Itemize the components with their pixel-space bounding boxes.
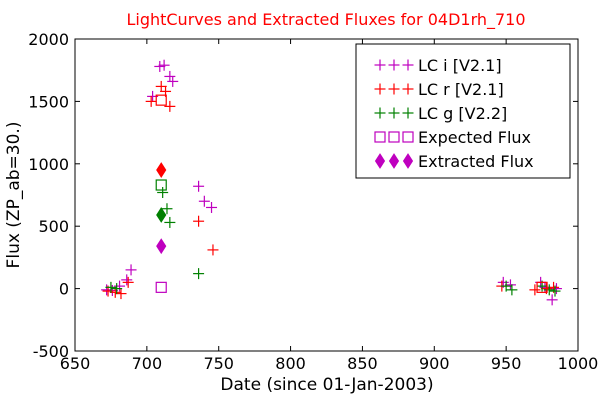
data-point <box>193 215 205 227</box>
y-tick-label: 1000 <box>28 155 69 174</box>
x-tick-label: 950 <box>491 354 522 373</box>
legend-entry: LC i [V2.1] <box>374 56 502 75</box>
legend-box <box>355 43 571 179</box>
legend-marker <box>402 107 414 119</box>
x-axis: 650 700 750 800 850 900 950 1000 <box>60 39 599 373</box>
legend-marker <box>388 107 400 119</box>
data-point <box>122 276 134 288</box>
data-point <box>155 80 167 92</box>
legend-marker <box>374 107 386 119</box>
y-tick-label: -500 <box>33 342 69 361</box>
legend-marker <box>402 153 414 169</box>
data-point <box>543 284 555 296</box>
data-marks <box>101 59 562 306</box>
data-point <box>206 201 218 213</box>
data-point <box>156 207 167 223</box>
legend-marker <box>374 59 386 71</box>
series-2 <box>105 187 561 297</box>
legend-label: Extracted Flux <box>418 152 534 171</box>
plot-area <box>74 38 579 352</box>
legend-label: LC r [V2.1] <box>418 80 504 99</box>
chart-title: LightCurves and Extracted Fluxes for 04D… <box>126 10 525 30</box>
x-tick-label: 850 <box>347 354 378 373</box>
data-point <box>155 179 167 191</box>
legend-marker <box>374 153 386 169</box>
x-tick-label: 700 <box>132 354 163 373</box>
data-point <box>193 180 205 192</box>
x-tick-label: 750 <box>203 354 234 373</box>
legend-marker <box>374 131 386 143</box>
data-point <box>156 238 167 255</box>
data-point <box>154 60 166 72</box>
y-tick-label: 0 <box>59 280 69 299</box>
data-point <box>157 187 169 199</box>
x-tick-label: 650 <box>60 354 91 373</box>
data-point <box>155 281 167 293</box>
y-tick-label: 500 <box>38 217 69 236</box>
legend-marker <box>374 83 386 95</box>
legend-marker <box>388 59 400 71</box>
legend-marker <box>402 59 414 71</box>
y-axis-label: Flux (ZP_ab=30.) <box>4 122 24 269</box>
y-axis: -500 0 500 1000 1500 2000 <box>28 30 578 361</box>
data-point <box>161 203 173 215</box>
legend-marker <box>402 83 414 95</box>
y-tick-label: 2000 <box>28 30 69 49</box>
x-tick-label: 1000 <box>558 354 599 373</box>
data-point <box>500 280 512 292</box>
data-point <box>550 283 562 295</box>
legend-entry: Expected Flux <box>374 128 531 147</box>
legend-entry: LC g [V2.2] <box>374 104 507 123</box>
data-point <box>101 284 113 296</box>
data-point <box>155 94 167 106</box>
legend: LC i [V2.1] LC r [V2.1] LC g [V2.2] Expecte… <box>355 43 571 179</box>
legend-label: Expected Flux <box>418 128 531 147</box>
data-point <box>193 268 205 280</box>
data-point <box>549 285 561 297</box>
series-3 <box>155 94 548 293</box>
legend-marker <box>402 131 414 143</box>
data-point <box>158 59 170 71</box>
x-tick-label: 900 <box>419 354 450 373</box>
data-point <box>125 264 137 276</box>
legend-marker <box>388 131 400 143</box>
data-point <box>115 288 127 300</box>
legend-marker <box>388 153 400 169</box>
data-point <box>198 195 210 207</box>
data-point <box>536 281 548 293</box>
legend-label: LC g [V2.2] <box>418 104 507 123</box>
x-tick-label: 800 <box>275 354 306 373</box>
data-point <box>114 280 126 292</box>
legend-label: LC i [V2.1] <box>418 56 502 75</box>
data-point <box>167 75 179 87</box>
data-point <box>121 274 133 286</box>
series-4 <box>156 162 167 255</box>
plot-border <box>74 38 579 352</box>
data-point <box>504 279 516 291</box>
x-axis-label: Date (since 01-Jan-2003) <box>220 375 433 395</box>
y-tick-label: 1500 <box>28 92 69 111</box>
data-point <box>105 281 117 293</box>
data-point <box>164 100 176 112</box>
data-point <box>164 70 176 82</box>
legend-marker <box>388 83 400 95</box>
data-point <box>164 216 176 228</box>
data-point <box>145 95 157 107</box>
data-point <box>207 244 219 256</box>
legend-entry: LC r [V2.1] <box>374 80 504 99</box>
data-point <box>529 284 541 296</box>
data-point <box>546 294 558 306</box>
data-point <box>111 283 123 295</box>
data-point <box>506 284 518 296</box>
legend-entry: Extracted Flux <box>374 152 534 171</box>
data-point <box>156 162 167 178</box>
